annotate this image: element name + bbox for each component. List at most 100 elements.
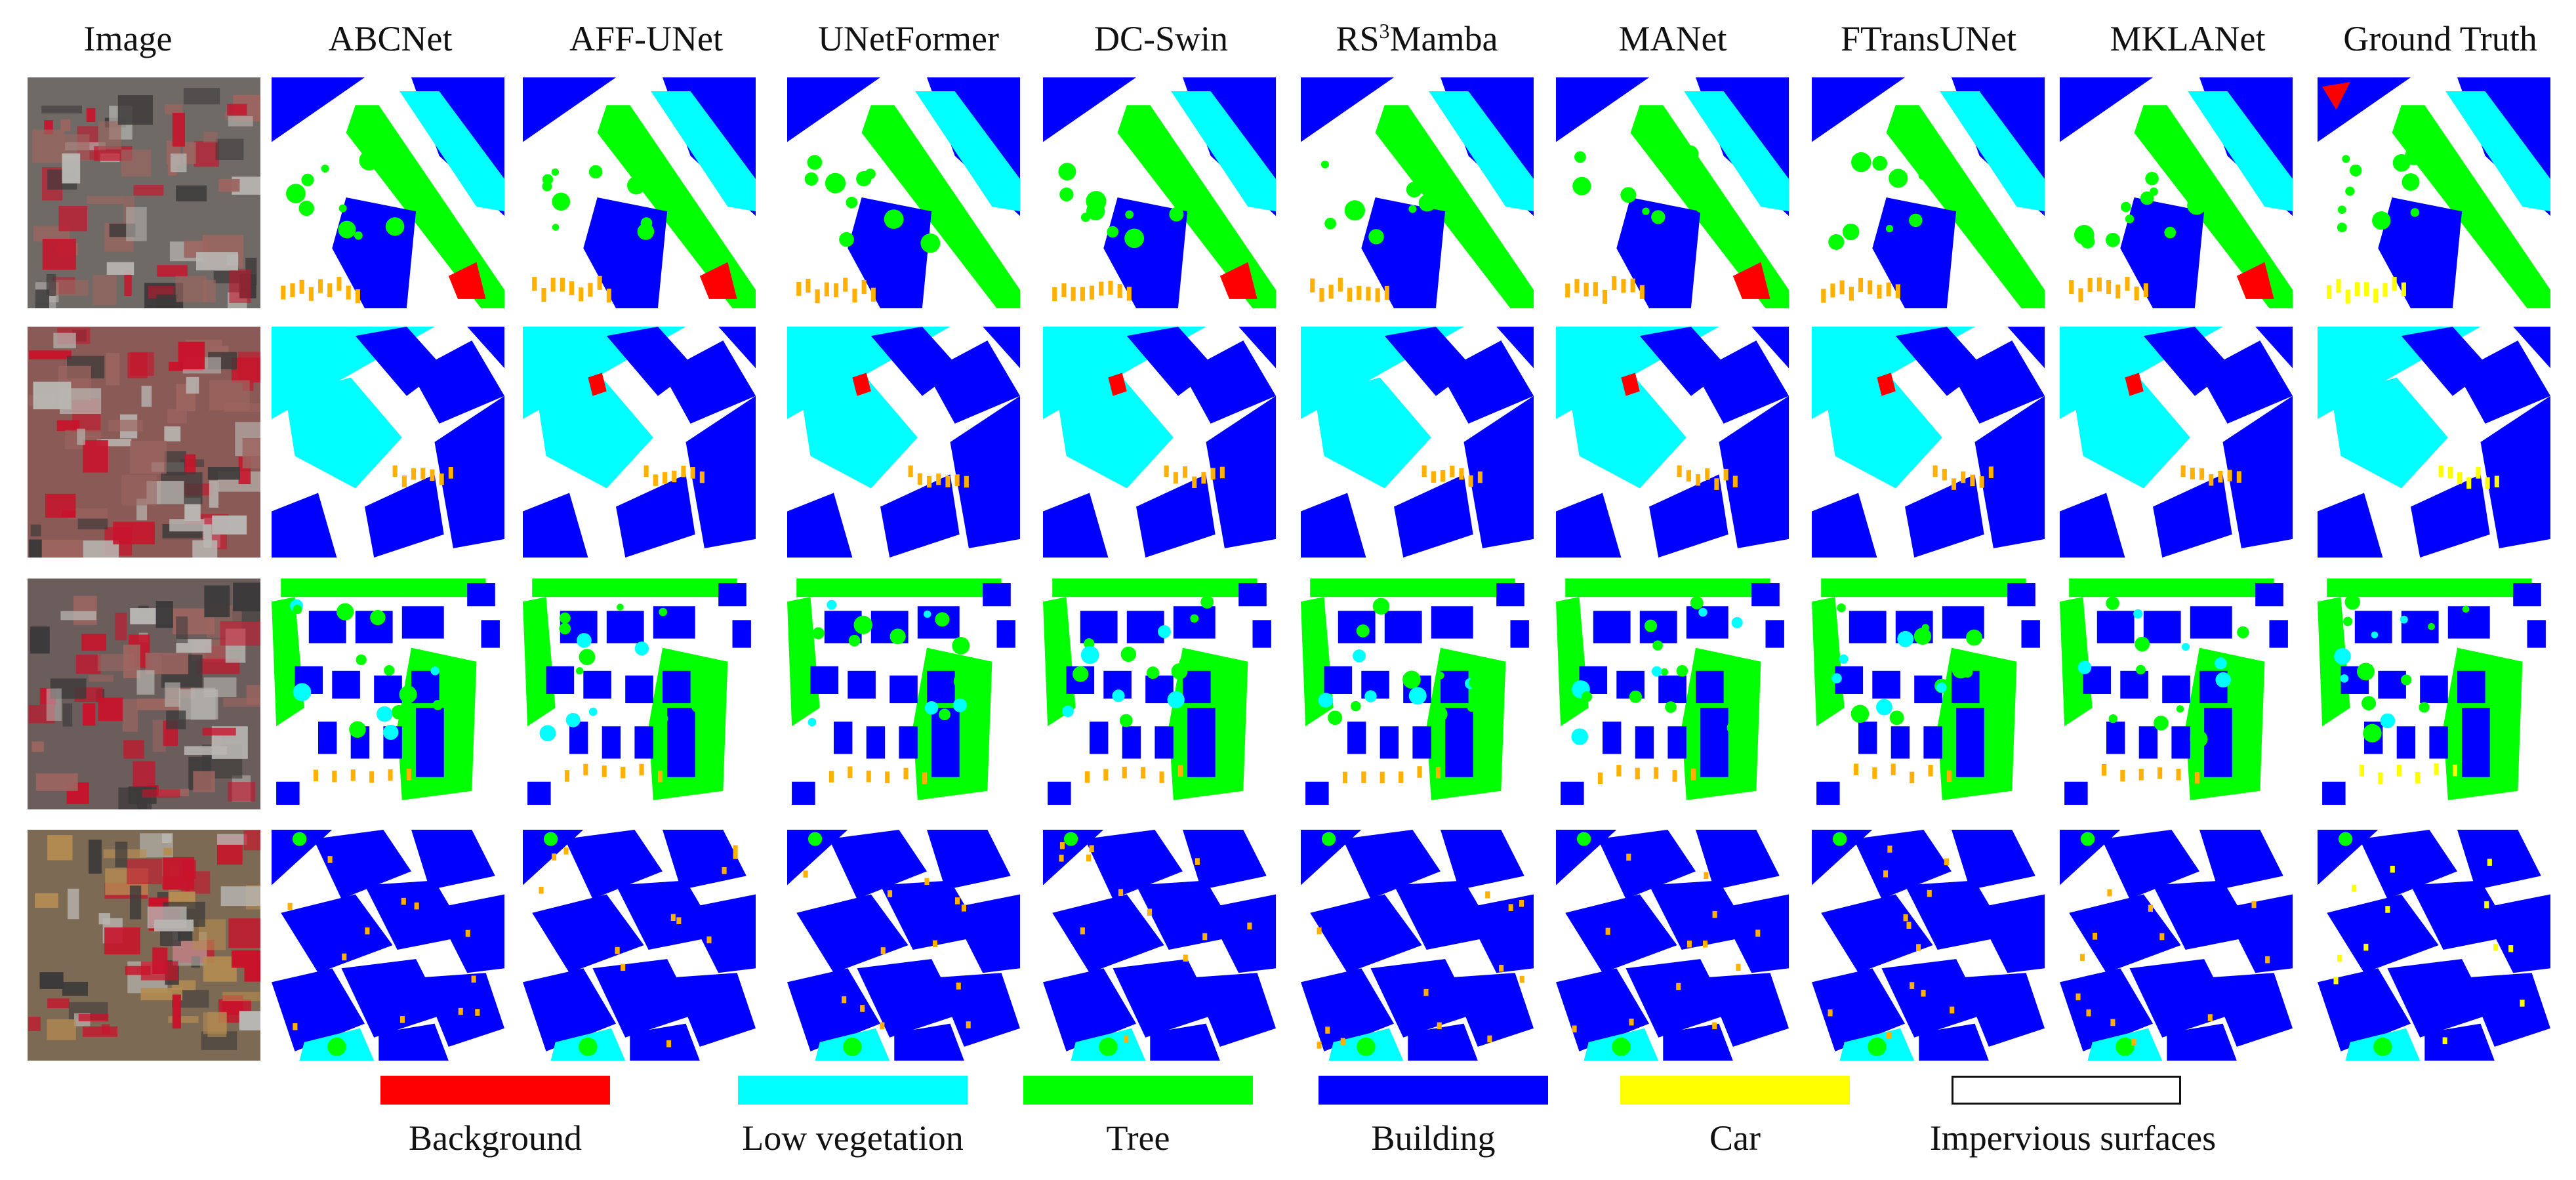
tile-graphic bbox=[272, 830, 504, 1061]
tile-graphic bbox=[2318, 830, 2550, 1061]
segmentation-map-r3-dc-swin bbox=[1043, 579, 1276, 809]
segmentation-map-r1-manet bbox=[1556, 77, 1789, 308]
input-image-row-4 bbox=[28, 830, 260, 1061]
segmentation-map-r1-aff-unet bbox=[523, 77, 756, 308]
tile-graphic bbox=[1556, 830, 1789, 1061]
legend-swatch-background bbox=[380, 1076, 610, 1105]
segmentation-map-r2-manet bbox=[1556, 327, 1789, 558]
tile-graphic bbox=[272, 327, 504, 558]
tile-graphic bbox=[1043, 77, 1276, 308]
segmentation-map-r3-unetformer bbox=[787, 579, 1020, 809]
tile-graphic bbox=[523, 830, 756, 1061]
segmentation-map-r3-abcnet bbox=[272, 579, 504, 809]
segmentation-map-r4-manet bbox=[1556, 830, 1789, 1061]
tile-graphic bbox=[1556, 77, 1789, 308]
segmentation-map-r3-rs3mamba bbox=[1301, 579, 1534, 809]
legend-label-low-vegetation: Low vegetation bbox=[742, 1118, 964, 1158]
col-header-ground-truth: Ground Truth bbox=[2343, 19, 2537, 58]
col-header-manet: MANet bbox=[1618, 19, 1727, 58]
col-header-image: Image bbox=[83, 19, 173, 58]
legend-label-building: Building bbox=[1371, 1118, 1496, 1158]
segmentation-map-r4-ground-truth bbox=[2318, 830, 2550, 1061]
tile-graphic bbox=[2318, 77, 2550, 308]
rs3mamba-suffix: Mamba bbox=[1389, 19, 1498, 58]
segmentation-map-r4-aff-unet bbox=[523, 830, 756, 1061]
tile-graphic bbox=[28, 830, 260, 1061]
legend-swatch-impervious-surfaces bbox=[1952, 1076, 2181, 1105]
tile-graphic bbox=[1812, 579, 2040, 805]
tile-graphic bbox=[2060, 830, 2293, 1061]
tile-graphic bbox=[2318, 327, 2550, 558]
legend-swatch-building bbox=[1319, 1076, 1548, 1105]
tile-graphic bbox=[272, 77, 504, 308]
legend-label-impervious-surfaces: Impervious surfaces bbox=[1929, 1118, 2217, 1158]
col-header-dc-swin: DC-Swin bbox=[1094, 19, 1229, 58]
segmentation-map-r3-manet bbox=[1556, 579, 1789, 809]
tile-graphic bbox=[1301, 327, 1534, 558]
tile-graphic bbox=[2060, 327, 2293, 558]
tile-graphic bbox=[1556, 327, 1789, 558]
legend-label-tree: Tree bbox=[1106, 1118, 1170, 1158]
tile-graphic bbox=[523, 579, 751, 805]
segmentation-map-r4-ftransunet bbox=[1812, 830, 2045, 1061]
tile-graphic bbox=[2060, 77, 2293, 308]
col-header-rs3mamba: RS3Mamba bbox=[1292, 9, 1542, 68]
tile-graphic bbox=[1301, 77, 1534, 308]
segmentation-map-r2-aff-unet bbox=[523, 327, 756, 558]
tile-graphic bbox=[1043, 830, 1276, 1061]
segmentation-map-r4-dc-swin bbox=[1043, 830, 1276, 1061]
segmentation-map-r4-mklanet bbox=[2060, 830, 2293, 1061]
legend-swatch-car bbox=[1620, 1076, 1850, 1105]
segmentation-map-r1-unetformer bbox=[787, 77, 1020, 308]
rs3mamba-prefix: RS bbox=[1336, 19, 1380, 58]
segmentation-map-r2-abcnet bbox=[272, 327, 504, 558]
tile-graphic bbox=[1043, 327, 1276, 558]
input-image-row-2 bbox=[28, 327, 260, 558]
segmentation-map-r3-ground-truth bbox=[2318, 579, 2550, 809]
tile-graphic bbox=[787, 830, 1020, 1061]
segmentation-map-r1-dc-swin bbox=[1043, 77, 1276, 308]
col-header-abcnet: ABCNet bbox=[328, 19, 453, 58]
tile-graphic bbox=[787, 579, 1015, 805]
input-image-row-1 bbox=[28, 77, 260, 308]
segmentation-map-r2-ftransunet bbox=[1812, 327, 2045, 558]
input-image-row-3 bbox=[28, 579, 260, 809]
rs3mamba-superscript: 3 bbox=[1379, 19, 1390, 43]
col-header-ftransunet: FTransUNet bbox=[1840, 19, 2017, 58]
segmentation-map-r1-rs3mamba bbox=[1301, 77, 1534, 308]
segmentation-map-r2-mklanet bbox=[2060, 327, 2293, 558]
tile-graphic bbox=[1043, 579, 1271, 805]
col-header-mklanet: MKLANet bbox=[2110, 19, 2266, 58]
segmentation-map-r3-mklanet bbox=[2060, 579, 2293, 809]
segmentation-map-r1-abcnet bbox=[272, 77, 504, 308]
tile-graphic bbox=[1812, 77, 2045, 308]
tile-graphic bbox=[28, 77, 260, 308]
tile-graphic bbox=[787, 327, 1020, 558]
tile-graphic bbox=[2060, 579, 2288, 805]
tile-graphic bbox=[523, 327, 756, 558]
tile-graphic bbox=[28, 579, 260, 809]
tile-graphic bbox=[523, 77, 756, 308]
segmentation-map-r3-aff-unet bbox=[523, 579, 756, 809]
segmentation-map-r1-mklanet bbox=[2060, 77, 2293, 308]
legend-swatch-low-vegetation bbox=[738, 1076, 968, 1105]
tile-graphic bbox=[1301, 830, 1534, 1061]
segmentation-map-r4-rs3mamba bbox=[1301, 830, 1534, 1061]
segmentation-map-r2-dc-swin bbox=[1043, 327, 1276, 558]
legend-label-background: Background bbox=[409, 1118, 582, 1158]
segmentation-map-r2-rs3mamba bbox=[1301, 327, 1534, 558]
legend-label-car: Car bbox=[1709, 1118, 1761, 1158]
tile-graphic bbox=[1812, 830, 2045, 1061]
tile-graphic bbox=[28, 327, 260, 558]
segmentation-map-r4-abcnet bbox=[272, 830, 504, 1061]
tile-graphic bbox=[1556, 579, 1784, 805]
segmentation-map-r2-unetformer bbox=[787, 327, 1020, 558]
tile-graphic bbox=[2318, 579, 2546, 805]
tile-graphic bbox=[272, 579, 500, 805]
tile-graphic bbox=[787, 77, 1020, 308]
segmentation-map-r2-ground-truth bbox=[2318, 327, 2550, 558]
tile-graphic bbox=[1301, 579, 1529, 805]
segmentation-map-r1-ground-truth bbox=[2318, 77, 2550, 308]
segmentation-map-r4-unetformer bbox=[787, 830, 1020, 1061]
